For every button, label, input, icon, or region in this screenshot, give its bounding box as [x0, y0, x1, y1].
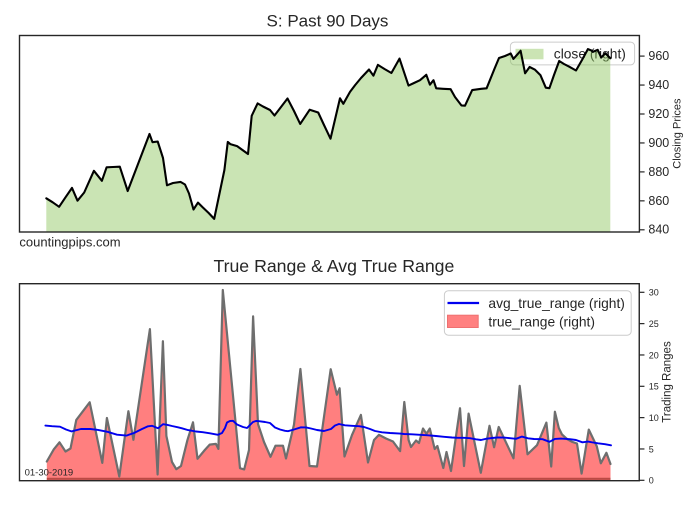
svg-text:30: 30 [649, 288, 659, 298]
svg-text:close (right): close (right) [554, 46, 626, 61]
svg-text:15: 15 [649, 382, 659, 392]
svg-text:840: 840 [648, 223, 669, 237]
svg-text:880: 880 [648, 165, 669, 179]
svg-text:0: 0 [649, 476, 654, 486]
svg-text:920: 920 [648, 107, 669, 121]
svg-text:True Range & Avg True Range: True Range & Avg True Range [213, 256, 454, 276]
svg-text:avg_true_range (right): avg_true_range (right) [488, 296, 625, 311]
svg-text:5: 5 [649, 444, 654, 454]
svg-text:960: 960 [648, 49, 669, 63]
svg-text:S: Past 90 Days: S: Past 90 Days [267, 11, 389, 30]
svg-text:Closing Prices: Closing Prices [672, 98, 684, 169]
svg-text:countingpips.com: countingpips.com [19, 234, 120, 249]
svg-text:25: 25 [649, 319, 659, 329]
svg-text:860: 860 [648, 194, 669, 208]
svg-text:940: 940 [648, 78, 669, 92]
svg-text:true_range (right): true_range (right) [488, 314, 595, 329]
svg-text:Trading Ranges: Trading Ranges [662, 341, 674, 423]
svg-text:20: 20 [649, 350, 659, 360]
svg-text:900: 900 [648, 136, 669, 150]
svg-text:10: 10 [649, 413, 659, 423]
svg-text:01-30-2019: 01-30-2019 [25, 468, 74, 479]
